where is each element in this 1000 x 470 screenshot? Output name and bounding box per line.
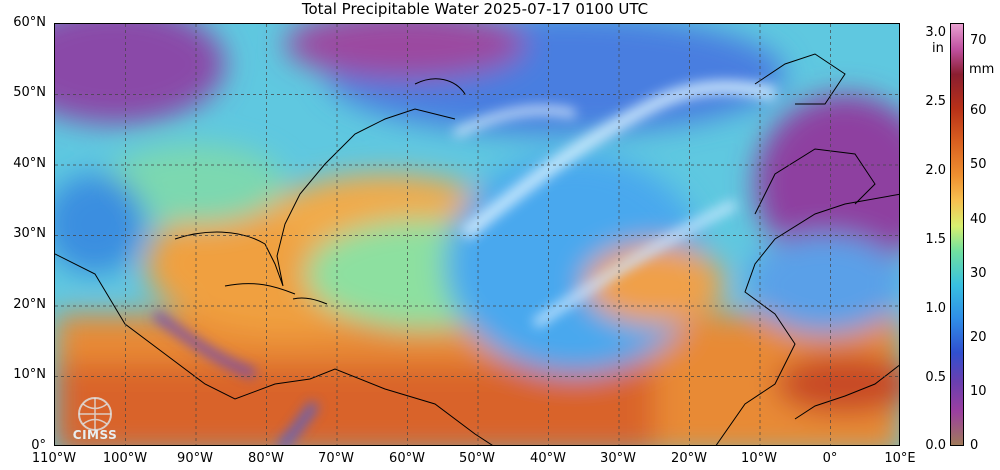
lon-label-0: 0°: [822, 451, 838, 466]
colorbar: [950, 23, 964, 446]
tpw-map: [54, 23, 900, 446]
lat-label-10n: 10°N: [13, 367, 46, 382]
colorbar-tick-in-3-0: 3.0: [925, 25, 946, 40]
lat-label-0: 0°: [31, 438, 46, 453]
colorbar-tick-mm-30: 30: [970, 266, 987, 281]
lon-label-10e: 10°E: [884, 451, 916, 466]
lon-label-60w: 60°W: [389, 451, 425, 466]
lon-label-10w: 10°W: [741, 451, 777, 466]
colorbar-tick-mm-40: 40: [970, 212, 987, 227]
lat-label-30n: 30°N: [13, 226, 46, 241]
lat-label-60n: 60°N: [13, 15, 46, 30]
colorbar-tick-in-0-5: 0.5: [925, 370, 946, 385]
colorbar-tick-mm-10: 10: [970, 384, 987, 399]
colorbar-tick-mm-0: 0: [970, 438, 979, 453]
lon-label-110w: 110°W: [31, 451, 77, 466]
lat-label-40n: 40°N: [13, 156, 46, 171]
lon-label-90w: 90°W: [177, 451, 213, 466]
lon-label-50w: 50°W: [459, 451, 495, 466]
colorbar-tick-in-1-5: 1.5: [925, 232, 946, 247]
cimss-logo-text: CIMSS: [72, 428, 118, 442]
globe-icon: [78, 397, 112, 431]
colorbar-tick-mm-20: 20: [970, 330, 987, 345]
coastlines: [55, 53, 899, 445]
lon-label-30w: 30°W: [600, 451, 636, 466]
lon-label-80w: 80°W: [248, 451, 284, 466]
lon-label-20w: 20°W: [671, 451, 707, 466]
graticule: [55, 24, 899, 445]
colorbar-tick-in-2-5: 2.5: [925, 94, 946, 109]
lon-label-70w: 70°W: [318, 451, 354, 466]
lat-label-50n: 50°N: [13, 85, 46, 100]
cimss-logo: CIMSS: [64, 392, 126, 444]
colorbar-tick-in-1-0: 1.0: [925, 301, 946, 316]
colorbar-tick-in-2-0: 2.0: [925, 163, 946, 178]
colorbar-tick-mm-50: 50: [970, 157, 987, 172]
lon-label-40w: 40°W: [530, 451, 566, 466]
colorbar-tick-in-0-0: 0.0: [925, 438, 946, 453]
colorbar-unit-mm: mm: [969, 62, 995, 77]
colorbar-tick-mm-60: 60: [970, 103, 987, 118]
lat-label-20n: 20°N: [13, 297, 46, 312]
colorbar-unit-in: in: [932, 41, 944, 56]
tpw-field-svg: [55, 24, 899, 445]
lon-label-100w: 100°W: [102, 451, 148, 466]
colorbar-tick-mm-70: 70: [970, 33, 987, 48]
map-title: Total Precipitable Water 2025-07-17 0100…: [301, 0, 649, 18]
